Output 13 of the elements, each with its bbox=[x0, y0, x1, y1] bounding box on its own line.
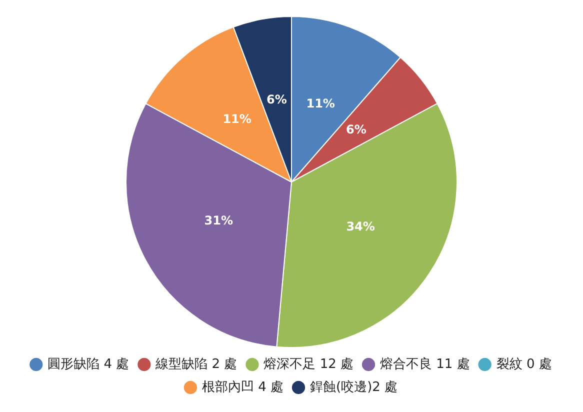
data-label: 11% bbox=[306, 96, 335, 111]
legend-label: 銲蝕(咬邊)2 處 bbox=[310, 380, 398, 395]
data-label: 11% bbox=[222, 112, 252, 126]
data-label: 34% bbox=[346, 220, 375, 234]
legend-label: 熔合不良 11 處 bbox=[380, 356, 470, 372]
data-label: 31% bbox=[204, 213, 233, 228]
legend-label: 根部內凹 4 處 bbox=[202, 380, 284, 395]
data-label: 6% bbox=[346, 122, 366, 137]
legend-label: 圓形缺陷 4 處 bbox=[48, 356, 130, 372]
legend-label: 熔深不足 12 處 bbox=[264, 356, 354, 372]
legend-label: 線型缺陷 2 處 bbox=[154, 356, 238, 372]
legend-label: 裂紋 0 處 bbox=[496, 356, 552, 372]
data-label: 6% bbox=[266, 92, 287, 107]
